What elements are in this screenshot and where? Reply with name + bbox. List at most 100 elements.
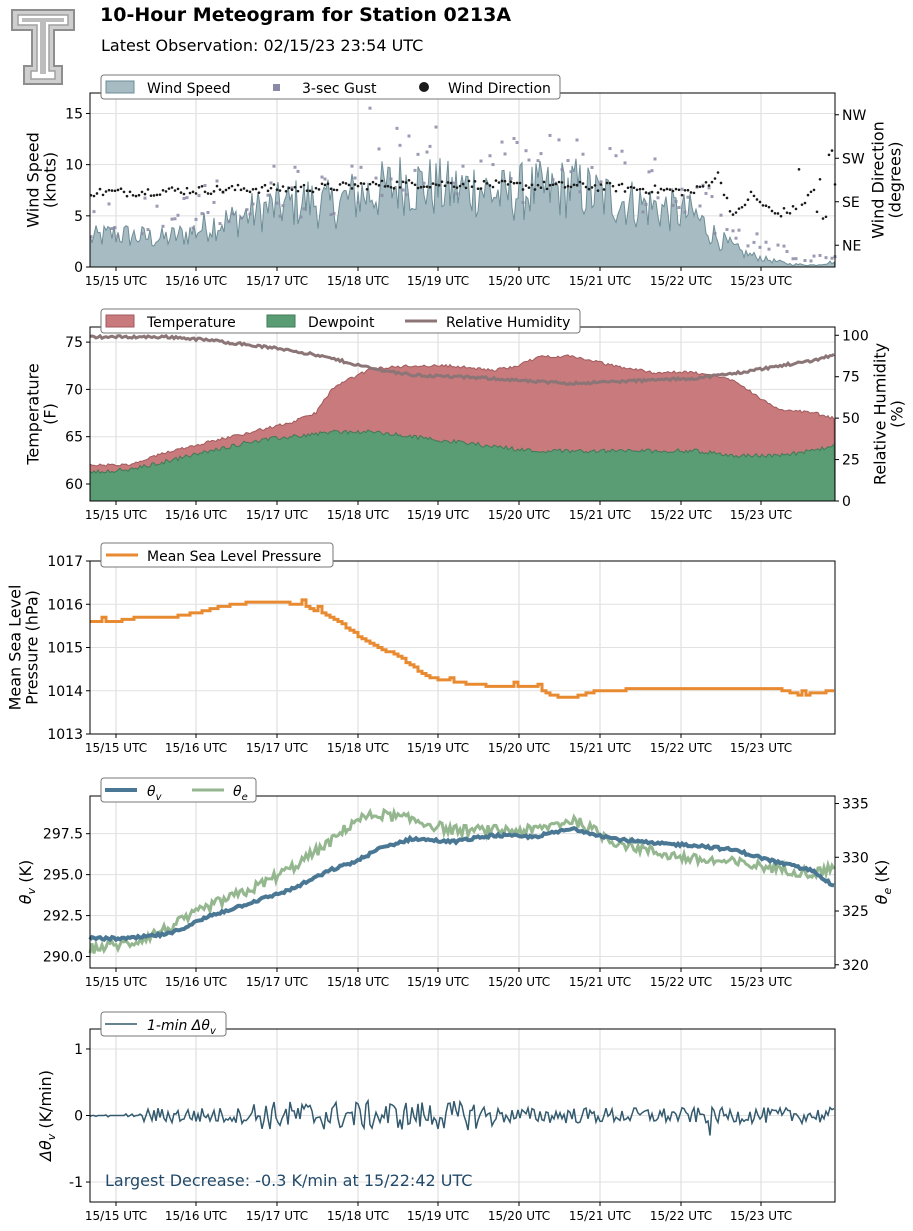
direction-point [449,181,453,185]
direction-point [476,187,480,190]
y2-tick-label: 75 [842,370,860,386]
direction-point [800,203,804,206]
direction-point [197,186,201,189]
axis-label-line: (%) [888,400,907,428]
direction-point [590,186,594,189]
direction-point [257,191,261,194]
gust-point [92,210,96,214]
gust-point [143,196,147,200]
x-tick-label: 15/16 UTC [165,508,227,522]
y-tick-label: 0 [74,1109,83,1125]
gust-point [644,202,648,206]
direction-point [494,179,498,182]
direction-point [269,186,273,190]
direction-point [488,184,492,187]
direction-point [587,187,591,191]
gust-point [824,256,828,260]
gust-point [599,180,603,184]
y-tick-label: 297.5 [43,827,83,843]
gust-point [185,196,189,200]
direction-point [113,189,117,193]
gust-point [674,200,678,204]
direction-point [164,190,168,193]
direction-point [716,171,720,174]
theta-e-line [88,806,836,955]
direction-point [182,192,186,196]
direction-point [302,183,306,187]
direction-point [173,189,177,192]
y2-tick-label: 0 [842,494,851,510]
gust-point [200,212,204,216]
gust-point [491,163,495,167]
direction-point [647,192,651,195]
direction-point [791,204,795,208]
direction-point [584,185,588,189]
gust-point [578,190,582,194]
y-tick-label: 295.0 [43,868,83,884]
direction-point [338,183,342,186]
y-tick-label: 75 [65,335,83,351]
x-tick-label: 15/22 UTC [650,274,712,288]
legend-box [100,542,334,568]
x-tick-label: 15/23 UTC [730,508,792,522]
y-tick-label: 290.0 [43,950,83,966]
direction-point [617,183,621,187]
gust-point [155,204,159,208]
gust-point [830,256,834,260]
y2-tick-label: 100 [842,328,869,344]
gust-point [713,232,717,236]
gust-point [551,178,555,182]
gust-point [479,159,483,163]
direction-point [155,193,159,197]
gust-point [113,226,117,230]
direction-point [608,181,612,185]
legend-box [100,308,581,334]
legend-label: θv [147,784,163,803]
delta-theta-panel: -1 0 1 15/15 UTC 15/16 UTC 15/17 UTC 15/18 UTC… [36,1011,836,1223]
direction-point [653,184,657,187]
gust-point [509,177,513,181]
x-tick-label: 15/15 UTC [85,274,147,288]
direction-point [500,179,504,183]
x-tick-label: 15/23 UTC [730,741,792,755]
x-tick-label: 15/19 UTC [407,975,469,989]
direction-point [464,186,468,190]
gust-point [746,244,750,248]
direction-point [467,179,471,183]
gust-point [203,183,207,187]
direction-point [386,184,390,188]
direction-point [554,182,558,186]
direction-point [725,196,729,200]
gust-point [245,208,249,212]
gust-point [536,159,540,163]
x-tick-label: 15/17 UTC [246,274,308,288]
direction-point [287,186,291,190]
gust-point [515,140,519,144]
direction-point [200,184,204,188]
gust-point [251,202,255,206]
gust-point [710,195,714,199]
direction-point [398,186,402,189]
gust-point [389,177,393,181]
direction-point [686,188,690,192]
gust-point [557,138,561,142]
x-tick-label: 15/21 UTC [569,274,631,288]
largest-decrease-annotation: Largest Decrease: -0.3 K/min at 15/22:42… [105,1171,472,1190]
direction-point [695,185,699,188]
direction-point [404,181,408,184]
x-tick-label: 15/19 UTC [407,274,469,288]
latest-observation: Latest Observation: 02/15/23 23:54 UTC [101,36,424,55]
direction-point [284,189,288,193]
x-tick-label: 15/18 UTC [327,274,389,288]
gust-point [107,202,111,206]
gust-point [791,257,795,261]
direction-point [317,188,321,191]
direction-point [509,180,513,184]
gust-point [320,175,324,179]
dewpoint-area [89,429,836,502]
direction-point [539,186,543,190]
direction-point [656,191,660,194]
x-tick-label: 15/22 UTC [650,975,712,989]
gust-point [428,144,432,148]
